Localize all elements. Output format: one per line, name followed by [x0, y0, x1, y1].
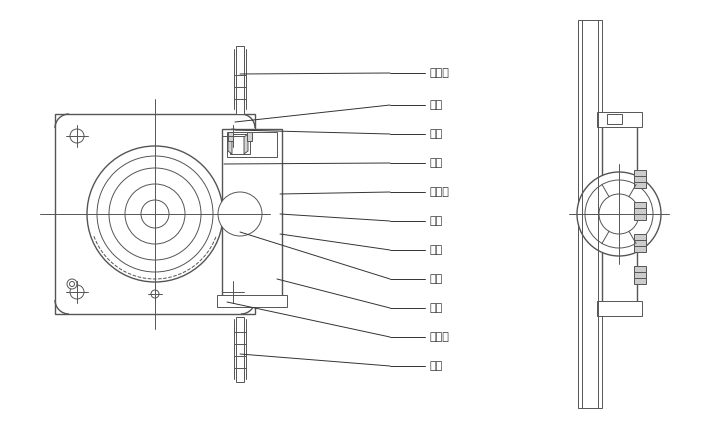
Circle shape	[141, 200, 169, 228]
Bar	[607, 114, 622, 124]
Circle shape	[585, 180, 653, 248]
Text: 蝸輪: 蝸輪	[430, 274, 443, 284]
Bar	[228, 132, 233, 141]
Circle shape	[125, 184, 185, 244]
Circle shape	[226, 129, 240, 143]
Text: 絲杆: 絲杆	[430, 361, 443, 371]
Text: 銘牌: 銘牌	[430, 303, 443, 313]
Text: 箱體: 箱體	[430, 158, 443, 168]
Text: 油封: 油封	[430, 216, 443, 226]
Text: 注油杯: 注油杯	[430, 332, 450, 342]
Circle shape	[151, 290, 159, 298]
Polygon shape	[244, 134, 248, 154]
Circle shape	[599, 194, 639, 234]
Circle shape	[67, 279, 77, 289]
Bar	[602, 124, 637, 304]
Circle shape	[69, 282, 74, 286]
Bar	[247, 132, 252, 141]
Bar	[634, 170, 646, 188]
Text: 輸入軸: 輸入軸	[430, 68, 450, 78]
Polygon shape	[228, 134, 232, 154]
Bar	[634, 234, 646, 252]
Bar	[634, 266, 646, 284]
Bar	[222, 129, 282, 299]
Circle shape	[70, 129, 84, 143]
Circle shape	[109, 168, 201, 260]
Circle shape	[218, 192, 262, 236]
Circle shape	[97, 156, 213, 272]
Bar	[236, 46, 244, 114]
Bar	[217, 295, 287, 307]
Bar	[634, 202, 646, 220]
Bar	[236, 317, 244, 382]
Text: 油封: 油封	[430, 100, 443, 110]
Text: 大端蓋: 大端蓋	[430, 187, 450, 197]
Bar	[597, 301, 642, 316]
Bar	[230, 134, 250, 154]
Bar	[227, 132, 277, 157]
Bar	[55, 114, 255, 314]
Circle shape	[577, 172, 661, 256]
Bar	[597, 112, 642, 127]
Circle shape	[226, 285, 240, 299]
Text: 軸承: 軸承	[430, 245, 443, 255]
Bar	[578, 20, 602, 408]
Circle shape	[70, 285, 84, 299]
Circle shape	[87, 146, 223, 282]
Text: 軸承: 軸承	[430, 129, 443, 139]
